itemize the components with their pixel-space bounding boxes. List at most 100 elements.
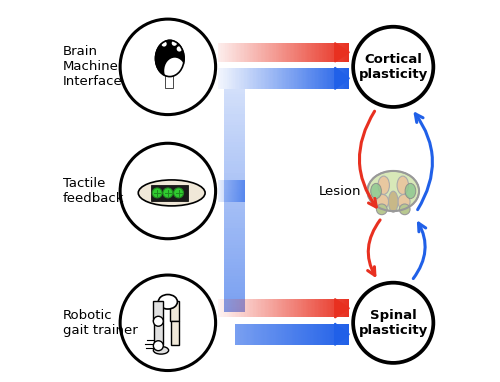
- Bar: [268, 299, 269, 317]
- Bar: [222, 68, 223, 89]
- Bar: [281, 68, 282, 89]
- Bar: [254, 68, 256, 89]
- Bar: [262, 68, 264, 89]
- Bar: [259, 324, 260, 345]
- Bar: [304, 68, 306, 89]
- Ellipse shape: [405, 183, 416, 199]
- Bar: [286, 324, 288, 345]
- Bar: [296, 299, 298, 317]
- Bar: [334, 299, 335, 317]
- Bar: [301, 324, 302, 345]
- Bar: [242, 324, 244, 345]
- Bar: [292, 43, 294, 62]
- Bar: [340, 324, 342, 345]
- Bar: [223, 68, 224, 89]
- Bar: [348, 68, 350, 89]
- Bar: [258, 299, 260, 317]
- FancyArrow shape: [335, 299, 349, 318]
- Bar: [260, 299, 261, 317]
- Bar: [316, 68, 318, 89]
- Bar: [224, 240, 245, 243]
- Bar: [224, 215, 245, 217]
- Bar: [293, 324, 294, 345]
- Bar: [228, 68, 230, 89]
- Bar: [224, 111, 245, 114]
- Bar: [285, 324, 286, 345]
- Bar: [277, 324, 278, 345]
- Bar: [272, 43, 273, 62]
- Ellipse shape: [378, 176, 390, 194]
- Bar: [316, 43, 318, 62]
- Bar: [224, 237, 245, 240]
- Bar: [269, 43, 270, 62]
- Bar: [299, 299, 300, 317]
- Ellipse shape: [370, 183, 382, 199]
- Bar: [274, 68, 276, 89]
- Bar: [342, 43, 344, 62]
- Ellipse shape: [368, 171, 419, 211]
- Circle shape: [174, 34, 180, 39]
- Bar: [319, 68, 320, 89]
- Bar: [240, 68, 242, 89]
- Bar: [274, 43, 276, 62]
- Bar: [312, 299, 314, 317]
- Bar: [318, 299, 319, 317]
- Bar: [334, 68, 335, 89]
- Bar: [322, 324, 323, 345]
- Bar: [311, 299, 312, 317]
- Bar: [246, 324, 248, 345]
- Bar: [292, 324, 293, 345]
- Bar: [223, 43, 224, 62]
- Bar: [224, 108, 245, 111]
- Bar: [253, 299, 254, 317]
- Bar: [224, 134, 245, 136]
- Bar: [224, 276, 245, 279]
- Bar: [224, 206, 245, 209]
- Bar: [224, 201, 245, 203]
- Bar: [232, 68, 234, 89]
- Bar: [298, 68, 299, 89]
- Bar: [224, 293, 245, 296]
- Bar: [246, 43, 248, 62]
- Bar: [224, 270, 245, 273]
- Bar: [340, 299, 342, 317]
- Bar: [306, 324, 307, 345]
- Bar: [250, 43, 252, 62]
- Bar: [300, 68, 302, 89]
- Bar: [307, 43, 308, 62]
- Bar: [224, 175, 245, 178]
- Bar: [240, 43, 242, 62]
- Bar: [224, 131, 245, 134]
- Bar: [318, 324, 320, 345]
- Bar: [344, 299, 346, 317]
- Bar: [312, 43, 314, 62]
- Bar: [224, 170, 245, 173]
- Bar: [284, 68, 286, 89]
- Bar: [308, 299, 310, 317]
- Bar: [274, 324, 275, 345]
- Bar: [242, 68, 244, 89]
- Bar: [236, 324, 237, 345]
- Circle shape: [154, 341, 164, 351]
- Bar: [324, 68, 326, 89]
- Bar: [328, 68, 330, 89]
- Bar: [248, 324, 250, 345]
- Bar: [282, 43, 284, 62]
- Bar: [266, 324, 267, 345]
- Bar: [338, 43, 339, 62]
- Bar: [224, 97, 245, 100]
- Bar: [230, 68, 232, 89]
- Bar: [328, 299, 330, 317]
- Bar: [290, 68, 292, 89]
- Bar: [319, 43, 320, 62]
- Bar: [292, 68, 294, 89]
- Bar: [245, 299, 246, 317]
- Bar: [224, 192, 245, 195]
- Bar: [296, 43, 298, 62]
- Circle shape: [152, 188, 162, 198]
- Bar: [280, 68, 281, 89]
- Bar: [278, 68, 280, 89]
- Bar: [264, 43, 265, 62]
- Bar: [224, 125, 245, 128]
- Bar: [220, 299, 222, 317]
